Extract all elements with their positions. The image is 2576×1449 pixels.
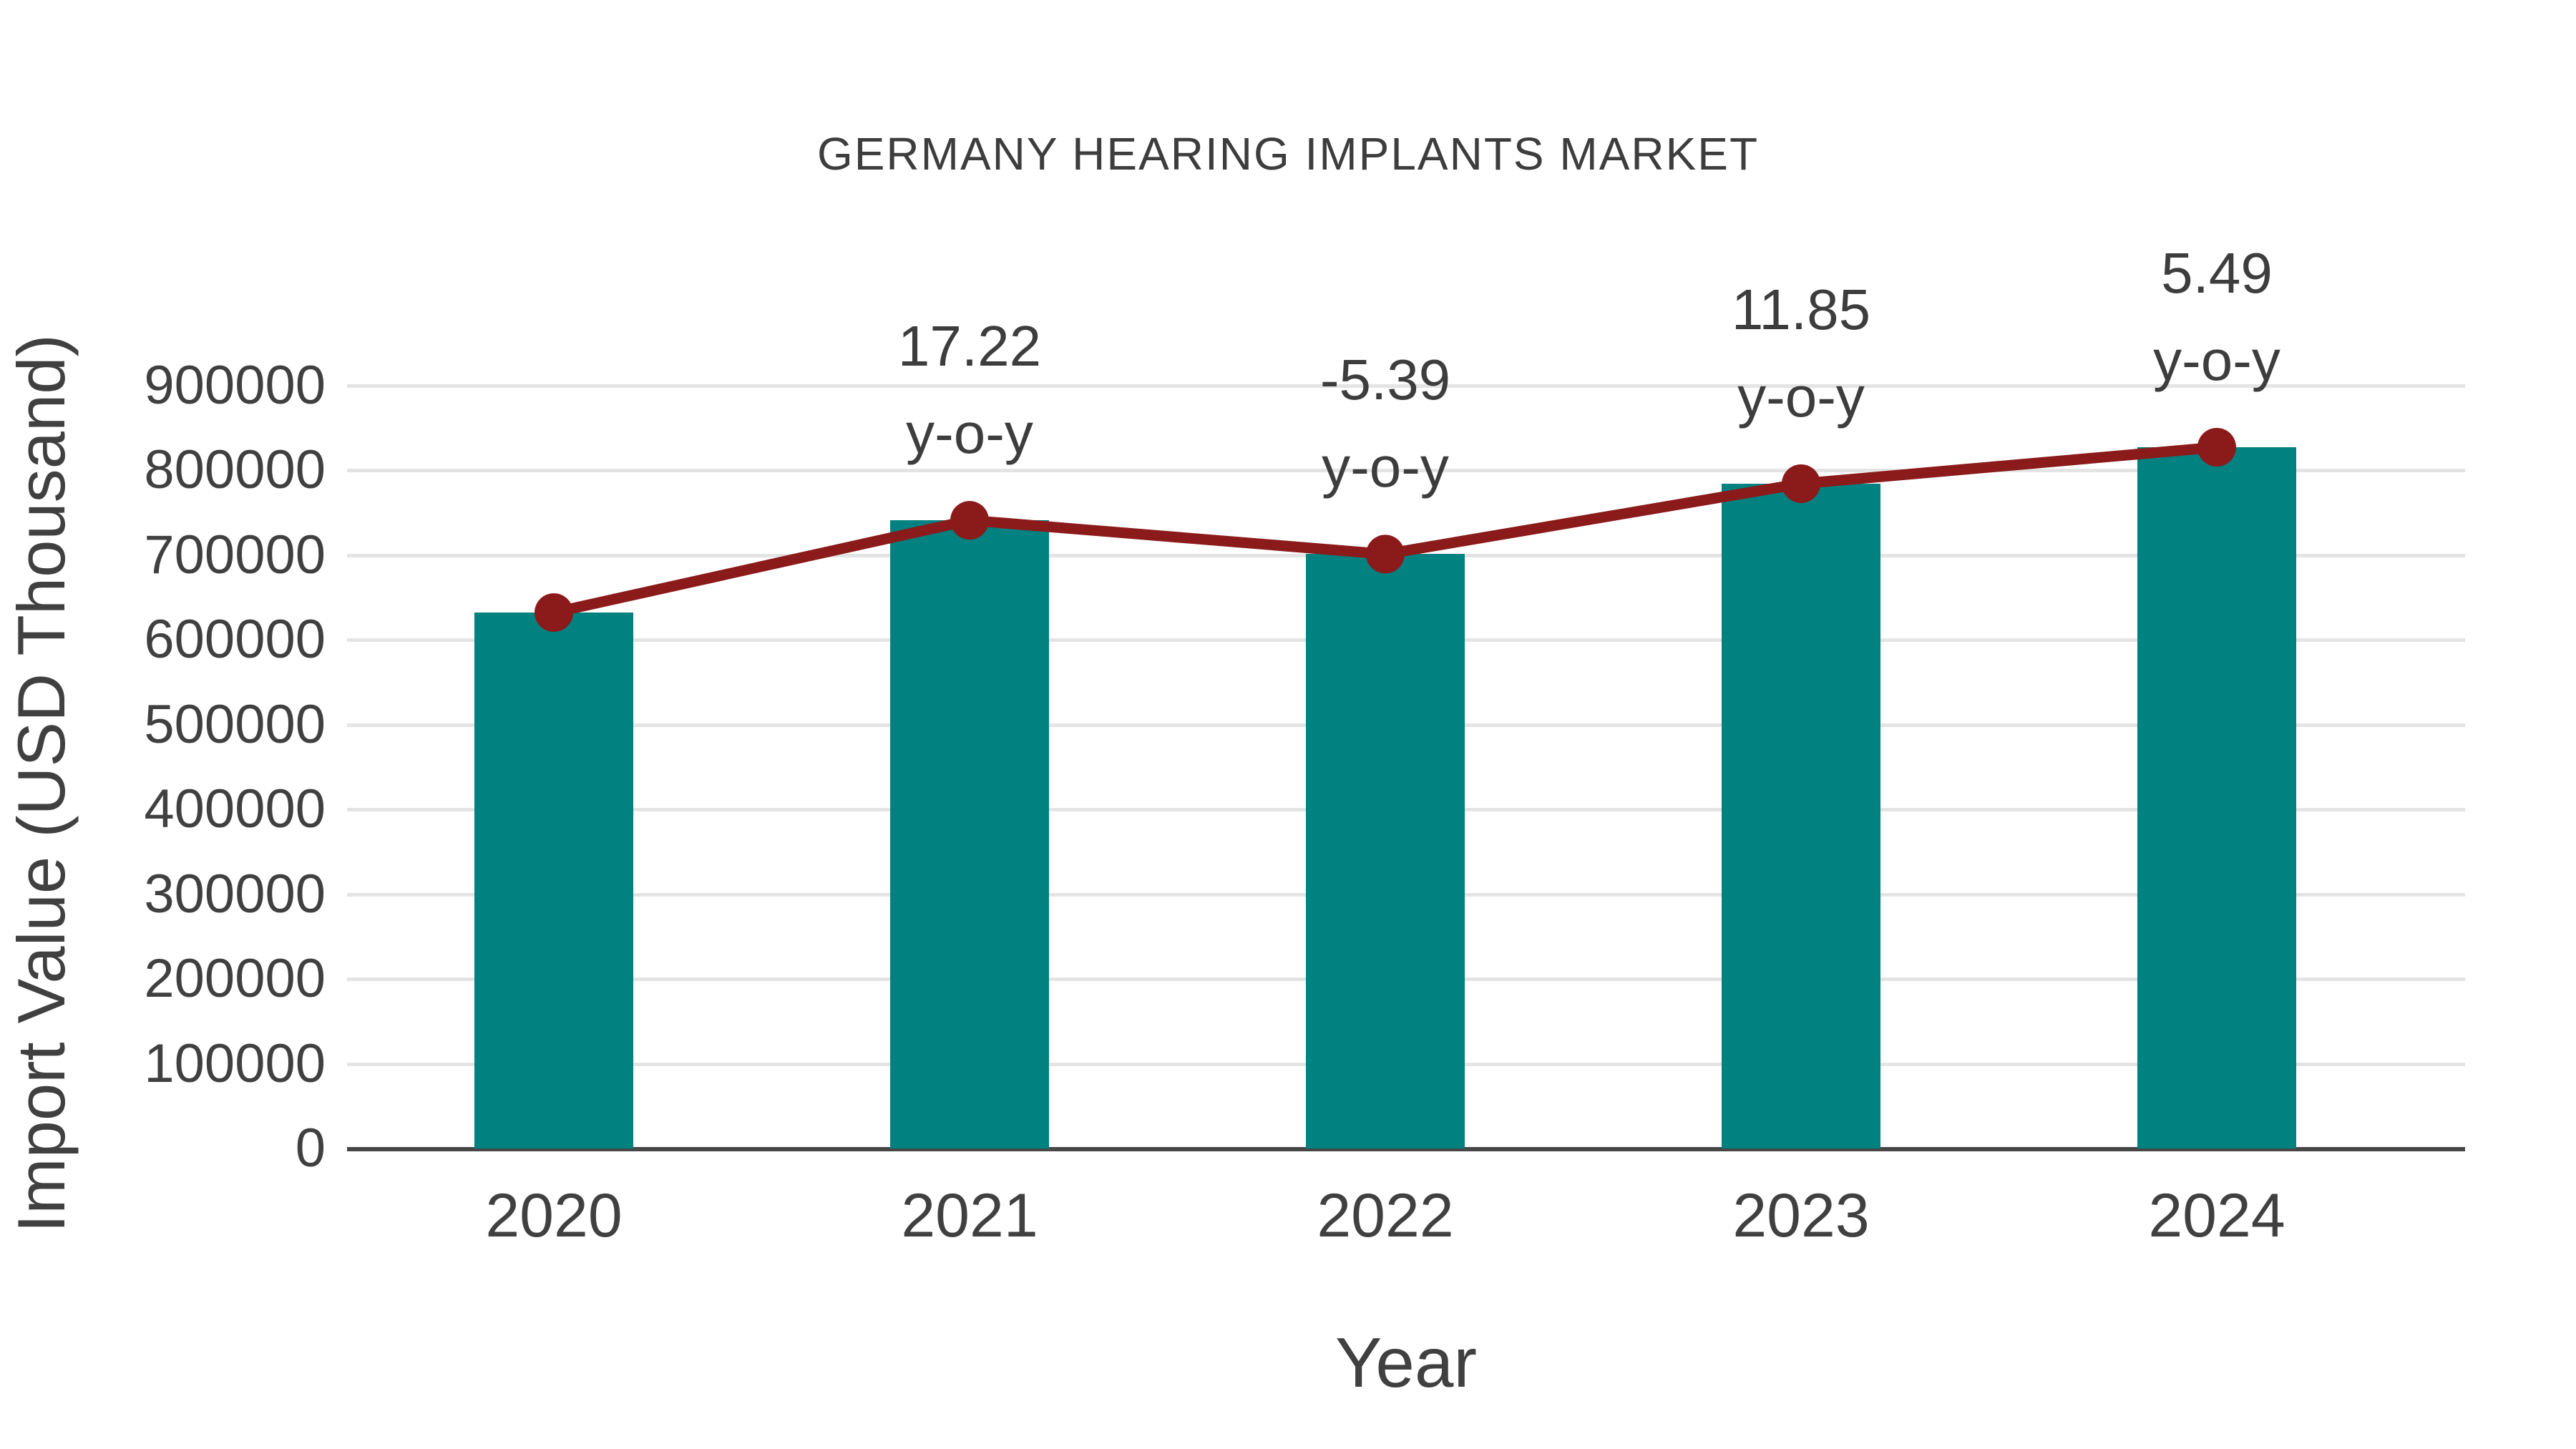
- x-tick-label-2020: 2020: [485, 1181, 623, 1250]
- annotation-2021: 17.22 y-o-y: [898, 303, 1041, 477]
- x-tick-label-2021: 2021: [901, 1181, 1038, 1250]
- y-tick-label: 500000: [144, 693, 326, 755]
- annotation-value: 17.22: [897, 314, 1042, 379]
- y-tick-label: 800000: [144, 439, 326, 500]
- x-tick-label-2022: 2022: [1317, 1181, 1454, 1250]
- annotation-value: 5.49: [2161, 241, 2273, 305]
- y-tick-label: 700000: [144, 524, 326, 585]
- annotation-2024: 5.49 y-o-y: [2153, 230, 2280, 404]
- y-tick-label: 400000: [144, 779, 326, 839]
- y-tick-label: 200000: [144, 948, 326, 1009]
- annotation-value: -5.39: [1319, 348, 1451, 412]
- annotation-suffix: y-o-y: [1737, 364, 1865, 429]
- annotation-suffix: y-o-y: [2153, 328, 2280, 392]
- bar-2022: [1306, 554, 1465, 1148]
- bar-2023: [1722, 483, 1880, 1148]
- annotation-value: 11.85: [1731, 277, 1871, 341]
- y-tick-label: 900000: [144, 354, 326, 416]
- gridline: [347, 384, 2465, 388]
- x-tick-label-2023: 2023: [1732, 1181, 1870, 1250]
- bar-2024: [2137, 447, 2296, 1148]
- annotation-suffix: y-o-y: [1322, 435, 1449, 499]
- y-tick-label: 600000: [144, 609, 326, 670]
- x-axis-line: [347, 1147, 2465, 1151]
- annotation-2023: 11.85 y-o-y: [1732, 266, 1870, 441]
- bar-2021: [890, 520, 1049, 1148]
- bar-2020: [474, 613, 633, 1148]
- annotation-suffix: y-o-y: [906, 401, 1033, 466]
- y-tick-label: 100000: [144, 1033, 326, 1094]
- annotation-2022: -5.39 y-o-y: [1320, 336, 1450, 511]
- x-axis-title: Year: [1335, 1323, 1478, 1402]
- y-tick-label: 300000: [144, 863, 326, 924]
- y-tick-label: 0: [295, 1118, 326, 1179]
- x-tick-label-2024: 2024: [2148, 1181, 2285, 1250]
- chart-title: GERMANY HEARING IMPLANTS MARKET: [816, 128, 1760, 180]
